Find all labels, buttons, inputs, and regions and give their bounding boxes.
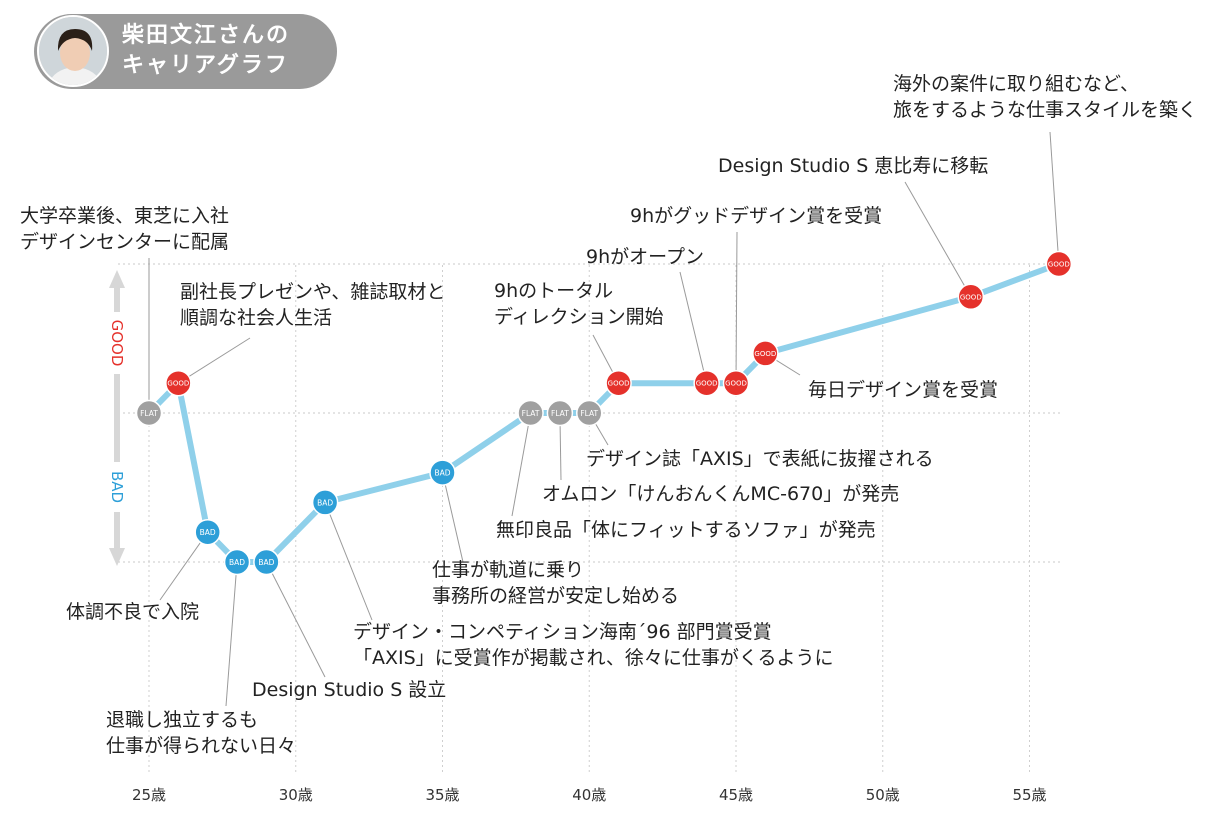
data-point-marker xyxy=(165,369,192,397)
data-point-marker xyxy=(135,399,163,427)
data-point-marker xyxy=(311,489,339,516)
annotation-label: 大学卒業後、東芝に入社 xyxy=(20,205,229,227)
data-point-label: FLAT xyxy=(580,409,598,418)
data-point-marker xyxy=(576,399,603,427)
x-tick-label: 50歳 xyxy=(866,786,900,804)
annotation-label: デザイン・コンペティション海南´96 部門賞受賞 xyxy=(353,621,772,643)
data-point-marker xyxy=(429,459,456,486)
annotation-label: デザイン誌「AXIS」で表紙に抜擢される xyxy=(586,448,934,470)
x-tick-label: 25歳 xyxy=(132,786,166,804)
data-point-marker xyxy=(722,369,750,397)
x-tick-label: 40歳 xyxy=(572,786,606,804)
data-point-label: GOOD xyxy=(608,380,630,388)
annotation-leader-line xyxy=(679,271,708,384)
data-point-marker xyxy=(223,548,251,576)
x-tick-label: 35歳 xyxy=(425,786,459,804)
annotation-label: デザインセンターに配属 xyxy=(20,231,229,253)
marker-layer: FLAT GOOD BAD BAD BAD BAD BAD FLAT FLAT FLAT GOOD G… xyxy=(135,250,1073,576)
axis-layer: 25歳 30歳 35歳 40歳 45歳 50歳 55歳 GOOD BAD xyxy=(107,270,1047,804)
data-point-label: BAD xyxy=(258,558,274,567)
x-tick-label: 30歳 xyxy=(279,786,313,804)
x-tick-label: 55歳 xyxy=(1012,786,1046,804)
data-point-label: GOOD xyxy=(1048,261,1070,269)
data-point-marker xyxy=(693,369,720,397)
data-point-marker xyxy=(194,518,221,546)
portrait-avatar xyxy=(37,15,109,87)
axis-arrow-up-icon xyxy=(109,270,125,288)
title-line-2: キャリアグラフ xyxy=(122,53,289,78)
data-point-marker xyxy=(957,283,985,311)
data-point-label: GOOD xyxy=(167,380,189,388)
data-point-label: GOOD xyxy=(960,293,982,301)
annotation-leader-line xyxy=(178,337,251,384)
annotation-leader-line xyxy=(904,181,972,298)
data-point-marker xyxy=(253,548,280,576)
portrait-image xyxy=(39,17,107,85)
annotation-label: 9hがグッドデザイン賞を受賞 xyxy=(630,205,882,227)
annotation-label: 退職し独立するも xyxy=(106,709,258,731)
data-point-label: BAD xyxy=(200,528,216,537)
leader-layer xyxy=(148,131,1060,707)
data-point-label: FLAT xyxy=(140,409,158,418)
data-point-label: FLAT xyxy=(551,409,569,418)
annotation-label: 毎日デザイン賞を受賞 xyxy=(808,379,998,401)
data-point-label: GOOD xyxy=(696,380,718,388)
data-point-label: BAD xyxy=(317,498,333,507)
data-point-marker xyxy=(546,399,574,427)
data-point-label: BAD xyxy=(229,558,245,567)
career-series-line xyxy=(146,261,1062,565)
annotation-label: 副社長プレゼンや、雑誌取材と xyxy=(180,281,445,303)
annotation-leader-line xyxy=(735,231,738,384)
data-point-marker xyxy=(752,340,779,367)
annotation-label: 仕事が得られない日々 xyxy=(106,735,296,757)
bad-label-bg xyxy=(107,462,127,512)
annotation-leader-line xyxy=(1049,131,1060,265)
annotation-label: 順調な社会人生活 xyxy=(180,307,332,329)
annotation-leader-line xyxy=(442,472,464,563)
data-point-label: GOOD xyxy=(725,380,747,388)
annotation-label: 海外の案件に取り組むなど、 xyxy=(893,73,1139,95)
annotation-leader-line xyxy=(511,412,532,517)
annotation-label: オムロン「けんおんくんMC-670」が発売 xyxy=(542,483,899,505)
axis-arrow-down-icon xyxy=(109,548,125,566)
data-point-label: GOOD xyxy=(754,350,776,358)
data-point-label: BAD xyxy=(434,469,450,478)
data-point-marker xyxy=(605,369,632,397)
title-line-1: 柴田文江さんの xyxy=(122,23,291,48)
y-axis-good-label: GOOD xyxy=(108,320,126,367)
data-point-marker xyxy=(1045,250,1073,278)
annotation-label: 無印良品「体にフィットするソファ」が発売 xyxy=(496,519,876,541)
annotation-leader-line xyxy=(324,502,373,621)
annotation-layer: 大学卒業後、東芝に入社デザインセンターに配属副社長プレゼンや、雑誌取材と順調な社… xyxy=(20,73,1197,757)
annotation-label: 体調不良で入院 xyxy=(66,601,199,623)
line-layer xyxy=(146,261,1062,565)
good-label-bg xyxy=(107,312,127,374)
annotation-label: 仕事が軌道に乗り xyxy=(432,559,584,581)
annotation-label: 旅をするような仕事スタイルを築く xyxy=(893,99,1197,121)
data-point-label: FLAT xyxy=(522,409,540,418)
annotation-leader-line xyxy=(225,561,238,707)
annotation-leader-line xyxy=(159,531,209,601)
annotation-label: 「AXIS」に受賞作が掲載され、徐々に仕事がくるように xyxy=(353,647,834,669)
x-tick-label: 45歳 xyxy=(719,786,753,804)
page-title: 柴田文江さんの キャリアグラフ xyxy=(122,21,290,81)
annotation-label: Design Studio S 恵比寿に移転 xyxy=(718,155,988,177)
annotation-leader-line xyxy=(265,561,326,678)
y-axis-bad-label: BAD xyxy=(108,471,126,503)
annotation-label: 9hがオープン xyxy=(586,246,704,268)
annotation-label: 9hのトータル xyxy=(494,280,613,302)
annotation-label: 事務所の経営が安定し始める xyxy=(432,585,679,607)
annotation-label: ディレクション開始 xyxy=(494,306,664,328)
annotation-label: Design Studio S 設立 xyxy=(252,679,446,701)
data-point-marker xyxy=(517,399,544,427)
